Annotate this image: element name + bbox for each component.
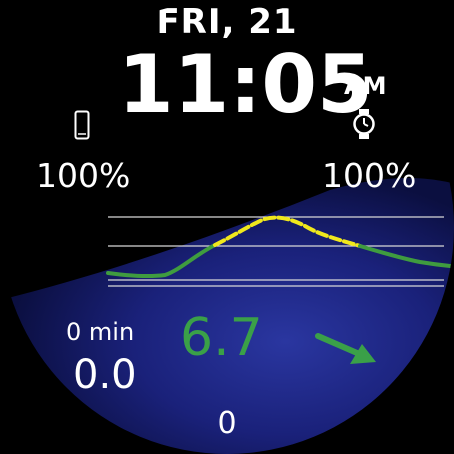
- glucose-graph: [106, 215, 452, 287]
- time-label: 11:05: [118, 38, 373, 131]
- graph-line-normal-left: [106, 243, 217, 279]
- delta-value-label: 0.0: [73, 352, 137, 398]
- glucose-value: 6.7: [180, 308, 263, 368]
- graph-line-normal-right: [358, 244, 452, 268]
- delta-minutes-label: 0 min: [66, 318, 135, 346]
- phone-battery-label: 100%: [36, 156, 131, 195]
- bottom-value-label: 0: [217, 406, 237, 441]
- arrow-right-down-icon: [315, 333, 376, 364]
- ampm-label: AM: [344, 72, 387, 100]
- phone-icon: [74, 110, 90, 140]
- graph-line-high: [213, 215, 362, 248]
- date-label: FRI, 21: [156, 2, 298, 42]
- watch-battery-label: 100%: [322, 156, 417, 195]
- watch-icon: [353, 109, 375, 139]
